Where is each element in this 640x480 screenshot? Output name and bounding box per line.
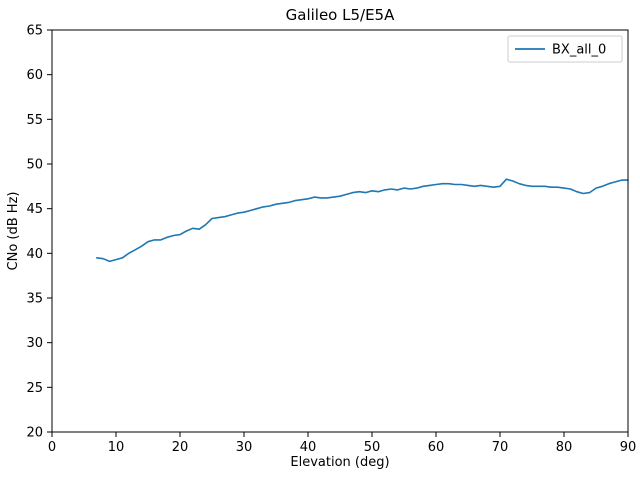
chart-title: Galileo L5/E5A — [286, 6, 395, 24]
y-tick-label: 35 — [26, 292, 43, 307]
y-tick-label: 25 — [26, 381, 43, 396]
legend-entry-label: BX_all_0 — [552, 43, 606, 58]
y-tick-label: 30 — [26, 336, 43, 351]
plot-area-border — [51, 29, 629, 433]
series-line-BX_all_0 — [96, 178, 629, 263]
x-axis-label: Elevation (deg) — [290, 455, 389, 470]
x-tick-label: 10 — [108, 440, 125, 455]
legend: BX_all_0 — [507, 35, 623, 63]
x-tick-label: 50 — [364, 440, 381, 455]
y-tick-label: 60 — [26, 68, 43, 83]
legend-frame — [507, 35, 623, 63]
y-tick-label: 65 — [26, 24, 43, 39]
x-tick-label: 40 — [300, 440, 317, 455]
x-tick-label: 60 — [428, 440, 445, 455]
x-tick-label: 30 — [236, 440, 253, 455]
y-tick-label: 45 — [26, 202, 43, 217]
y-tick-label: 20 — [26, 426, 43, 441]
x-tick-label: 20 — [172, 440, 189, 455]
x-tick-label: 70 — [492, 440, 509, 455]
y-tick-label: 55 — [26, 113, 43, 128]
x-tick-label: 0 — [48, 440, 56, 455]
x-tick-label: 90 — [620, 440, 637, 455]
plot-content: 0 10 20 30 40 50 60 70 80 90 20 25 30 35 40 45 50 55 60 65 — [26, 24, 636, 456]
x-tick-label: 80 — [556, 440, 573, 455]
y-tick-label: 40 — [26, 247, 43, 262]
y-axis-label: CNo (dB Hz) — [6, 192, 21, 271]
y-tick-label: 50 — [26, 158, 43, 173]
